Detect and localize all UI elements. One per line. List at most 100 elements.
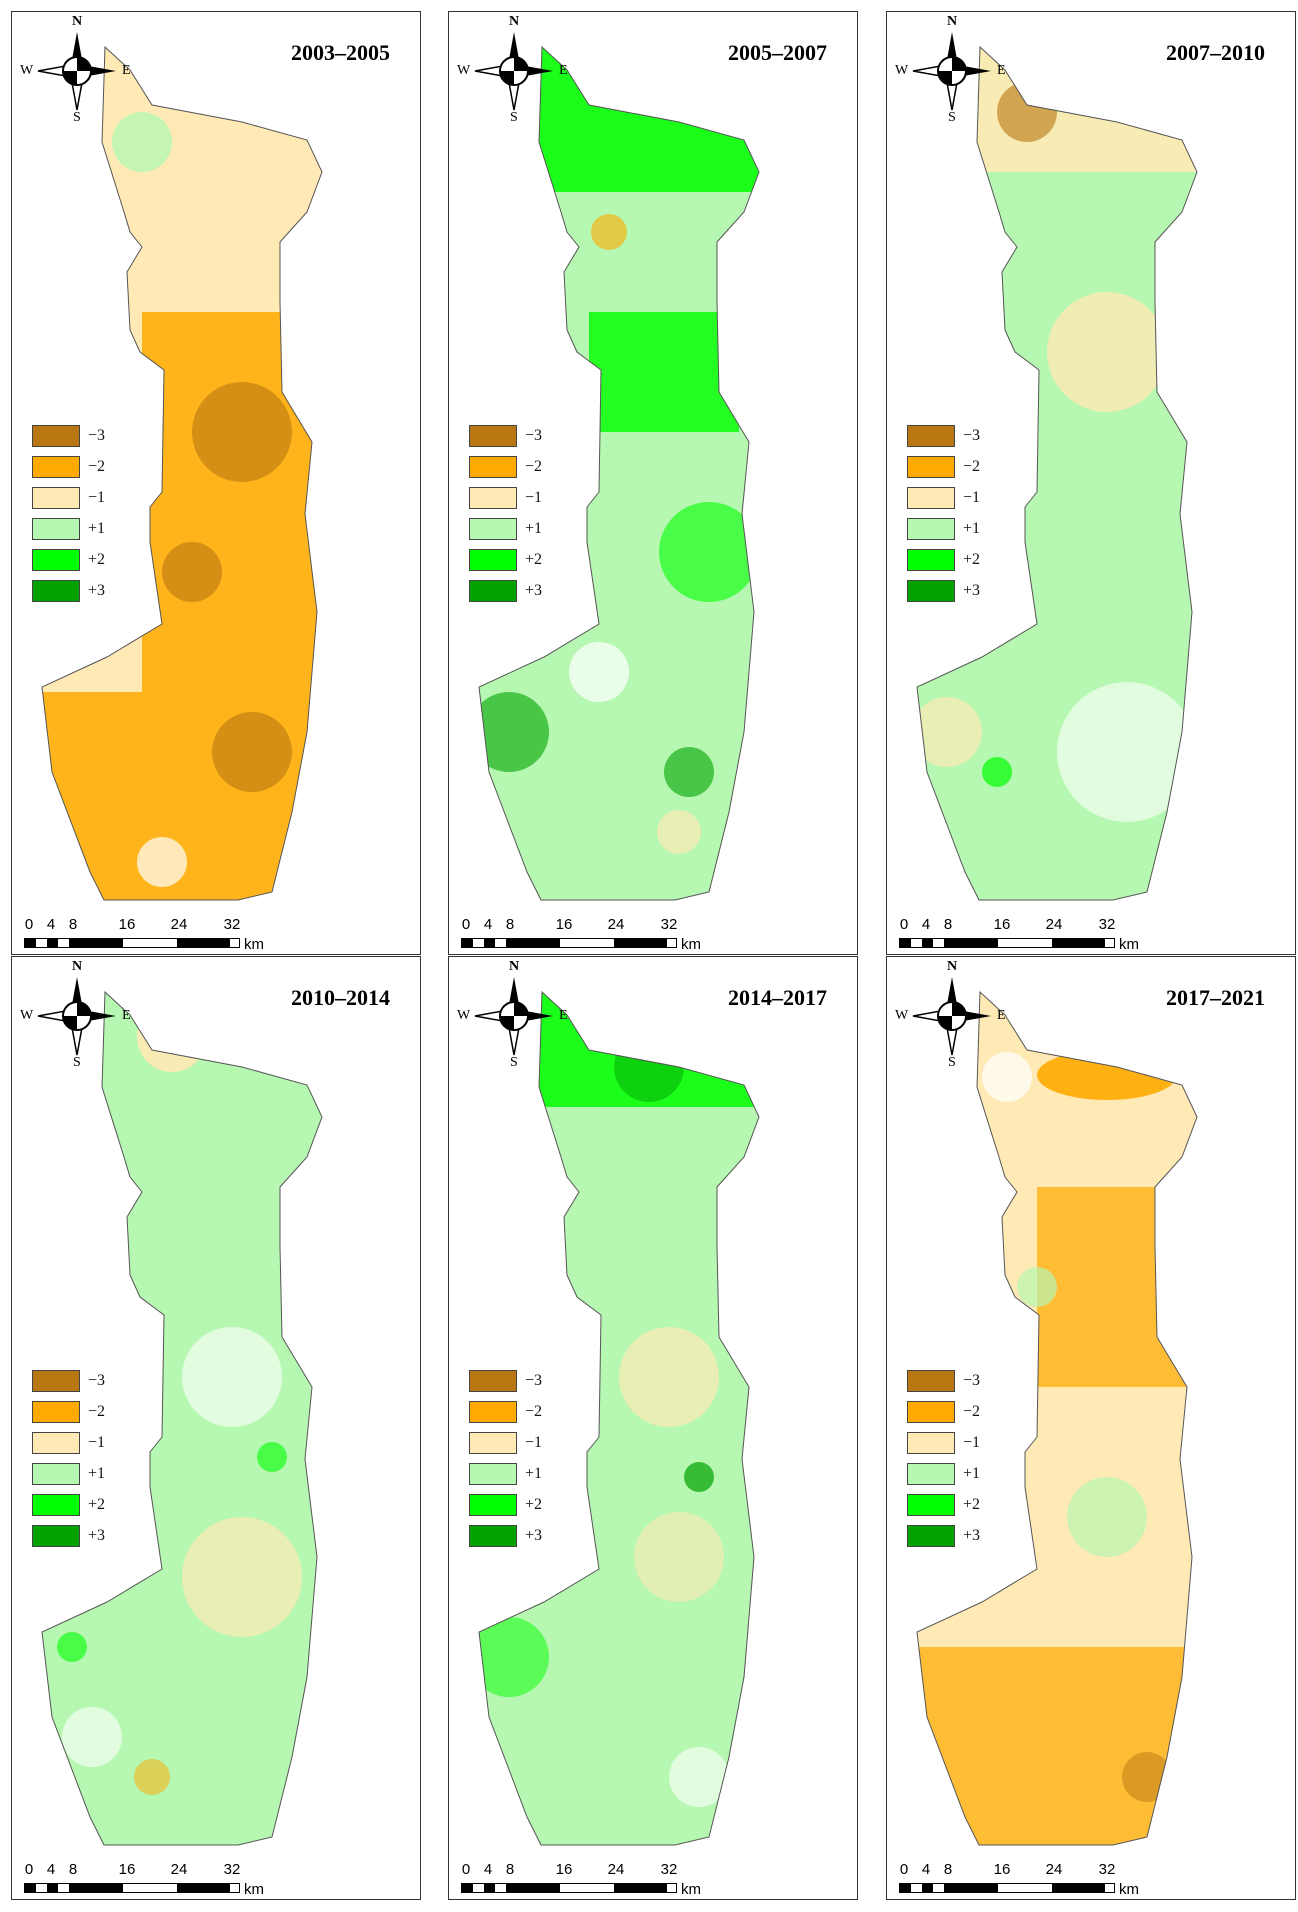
region-map [916,45,1198,901]
compass-east-label: E [122,63,131,78]
legend-label: −3 [88,426,106,444]
north-arrow-icon: N S W E [895,959,1007,1071]
legend-label: −3 [963,1371,981,1389]
scale-tick-label: 24 [1045,916,1063,933]
scale-tick-label: 0 [461,916,471,933]
region-map [916,990,1198,1846]
region-outline [41,45,323,901]
legend-item: −1 [907,482,980,513]
scale-tick-label: 4 [483,916,493,933]
legend-swatch [907,517,955,540]
legend-item: +3 [32,575,105,606]
scale-bar-segments [461,1883,677,1893]
scale-bar: 0 4 8 16 24 32 km [461,916,791,953]
scale-tick-label: 0 [24,916,34,933]
scale-bar-segments [24,1883,240,1893]
legend-swatch [32,517,80,540]
legend-swatch [907,424,955,447]
map-panel-2007-2010: N S W E 2007–2010 −3 −2 −1 +1 +2 +3 0 4 … [886,11,1296,955]
scale-tick-label: 16 [555,916,573,933]
legend-item: −3 [469,420,542,451]
scale-bar-segments [899,938,1115,948]
compass-south-label: S [73,110,81,125]
legend-item: +2 [32,544,105,575]
north-arrow-icon: N S W E [20,959,132,1071]
compass-south-label: S [948,1055,956,1070]
map-panel-2017-2021: N S W E 2017–2021 −3 −2 −1 +1 +2 +3 0 4 … [886,956,1296,1900]
legend-label: −3 [963,426,981,444]
legend-item: −3 [32,1365,105,1396]
legend-label: +1 [963,1464,981,1482]
legend-swatch [469,1431,517,1454]
scale-unit-label: km [1119,936,1139,953]
compass-north-label: N [509,14,520,29]
region-outline [478,45,760,901]
legend-item: +2 [469,1489,542,1520]
legend-label: +1 [963,519,981,537]
compass-west-label: W [895,1008,909,1023]
legend-item: −2 [469,451,542,482]
legend-swatch [32,455,80,478]
legend-swatch [32,548,80,571]
scale-bar-segments [24,938,240,948]
legend-swatch [32,579,80,602]
legend-item: −1 [32,1427,105,1458]
compass-south-label: S [73,1055,81,1070]
legend: −3 −2 −1 +1 +2 +3 [907,420,980,606]
scale-tick-label: 8 [943,916,953,933]
legend-label: −2 [525,1402,543,1420]
legend-swatch [907,486,955,509]
legend: −3 −2 −1 +1 +2 +3 [469,1365,542,1551]
legend-item: −1 [32,482,105,513]
scale-unit-label: km [681,936,701,953]
legend-label: +3 [963,1526,981,1544]
legend-label: −1 [88,488,106,506]
legend-swatch [907,1400,955,1423]
scale-tick-label: 24 [170,916,188,933]
period-title: 2017–2021 [1166,985,1265,1010]
legend-swatch [469,1462,517,1485]
scale-tick-label: 4 [46,1861,56,1878]
scale-tick-label: 32 [1098,916,1116,933]
scale-tick-label: 24 [607,916,625,933]
map-panel-2005-2007: N S W E 2005–2007 −3 −2 −1 +1 +2 +3 0 4 … [448,11,858,955]
legend-label: +3 [88,581,106,599]
legend-swatch [907,455,955,478]
legend-item: −2 [32,1396,105,1427]
scale-tick-label: 8 [505,916,515,933]
legend-label: −3 [88,1371,106,1389]
legend-label: +2 [525,550,543,568]
legend-label: +3 [525,581,543,599]
north-arrow-icon: N S W E [457,14,569,126]
scale-bar: 0 4 8 16 24 32 km [24,916,354,953]
legend-item: +1 [32,513,105,544]
scale-tick-label: 8 [943,1861,953,1878]
period-title: 2014–2017 [728,985,827,1010]
region-map [41,990,323,1846]
legend-item: +3 [469,575,542,606]
scale-tick-label: 16 [555,1861,573,1878]
legend-label: −1 [525,1433,543,1451]
legend-item: +2 [907,544,980,575]
legend-swatch [32,1493,80,1516]
legend-label: +3 [525,1526,543,1544]
legend-label: +1 [525,519,543,537]
compass-south-label: S [510,110,518,125]
legend-item: +1 [469,1458,542,1489]
legend-item: +2 [469,544,542,575]
legend-item: −3 [907,420,980,451]
region-outline [916,990,1198,1846]
map-panel-2010-2014: N S W E 2010–2014 −3 −2 −1 +1 +2 +3 0 4 … [11,956,421,1900]
scale-bar: 0 4 8 16 24 32 km [24,1861,354,1898]
legend-item: +2 [32,1489,105,1520]
legend-item: −3 [907,1365,980,1396]
north-arrow-icon: N S W E [457,959,569,1071]
scale-bar: 0 4 8 16 24 32 km [461,1861,791,1898]
scale-tick-label: 4 [46,916,56,933]
legend-swatch [907,1369,955,1392]
compass-east-label: E [559,1008,568,1023]
compass-south-label: S [510,1055,518,1070]
scale-tick-label: 16 [993,916,1011,933]
scale-tick-label: 32 [223,1861,241,1878]
